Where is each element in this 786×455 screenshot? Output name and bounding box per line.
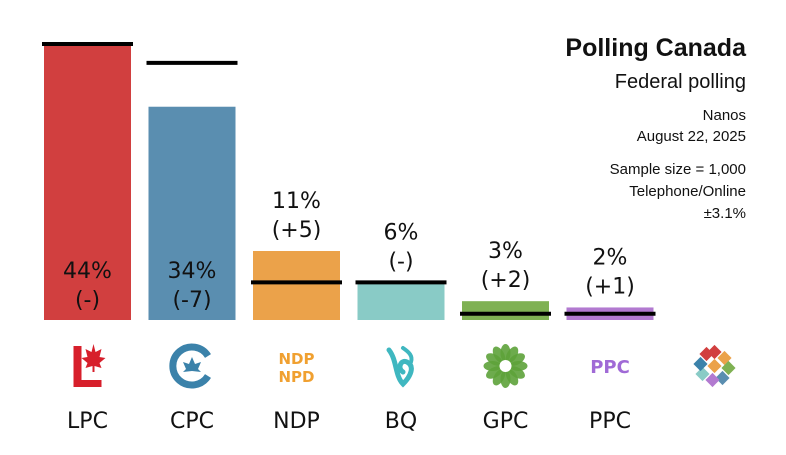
category-label-ndp: NDP — [273, 409, 320, 434]
sample-size: Sample size = 1,000 — [609, 161, 746, 178]
chart-title: Polling Canada — [565, 34, 746, 62]
category-label-lpc: LPC — [67, 409, 108, 434]
svg-text:NPD: NPD — [279, 368, 315, 386]
pollster-name: Nanos — [702, 107, 746, 124]
chart-subtitle: Federal polling — [614, 71, 746, 93]
change-label-bq: (-) — [388, 249, 413, 274]
category-label-ppc: PPC — [589, 409, 631, 434]
value-label-ppc: 2% — [593, 245, 628, 270]
poll-method: Telephone/Online — [629, 183, 746, 200]
margin-of-error: ±3.1% — [703, 205, 746, 222]
change-label-gpc: (+2) — [481, 268, 531, 293]
bar-ndp — [253, 251, 340, 320]
bar-bq — [357, 282, 445, 320]
value-label-lpc: 44% — [63, 259, 112, 284]
lpc-logo-icon — [73, 344, 106, 387]
bq-logo-icon — [386, 346, 414, 388]
polling-canada-logo-icon — [693, 344, 736, 388]
bar-gpc — [462, 301, 549, 320]
change-label-ppc: (+1) — [585, 274, 635, 299]
value-label-gpc: 3% — [488, 239, 523, 264]
value-label-bq: 6% — [384, 220, 419, 245]
gpc-logo-icon — [483, 344, 528, 388]
value-label-ndp: 11% — [272, 189, 321, 214]
category-label-cpc: CPC — [170, 409, 214, 434]
change-label-lpc: (-) — [75, 288, 100, 313]
change-label-ndp: (+5) — [272, 218, 322, 243]
bar-cpc — [148, 106, 236, 321]
svg-text:NDP: NDP — [279, 350, 315, 368]
poll-date: August 22, 2025 — [636, 128, 746, 145]
ppc-logo-icon: PPC — [590, 357, 630, 378]
value-label-cpc: 34% — [168, 259, 217, 284]
bar-lpc — [44, 44, 131, 320]
change-label-cpc: (-7) — [172, 288, 211, 313]
cpc-logo-icon — [169, 343, 211, 389]
category-label-gpc: GPC — [483, 409, 529, 434]
category-label-bq: BQ — [385, 409, 417, 434]
